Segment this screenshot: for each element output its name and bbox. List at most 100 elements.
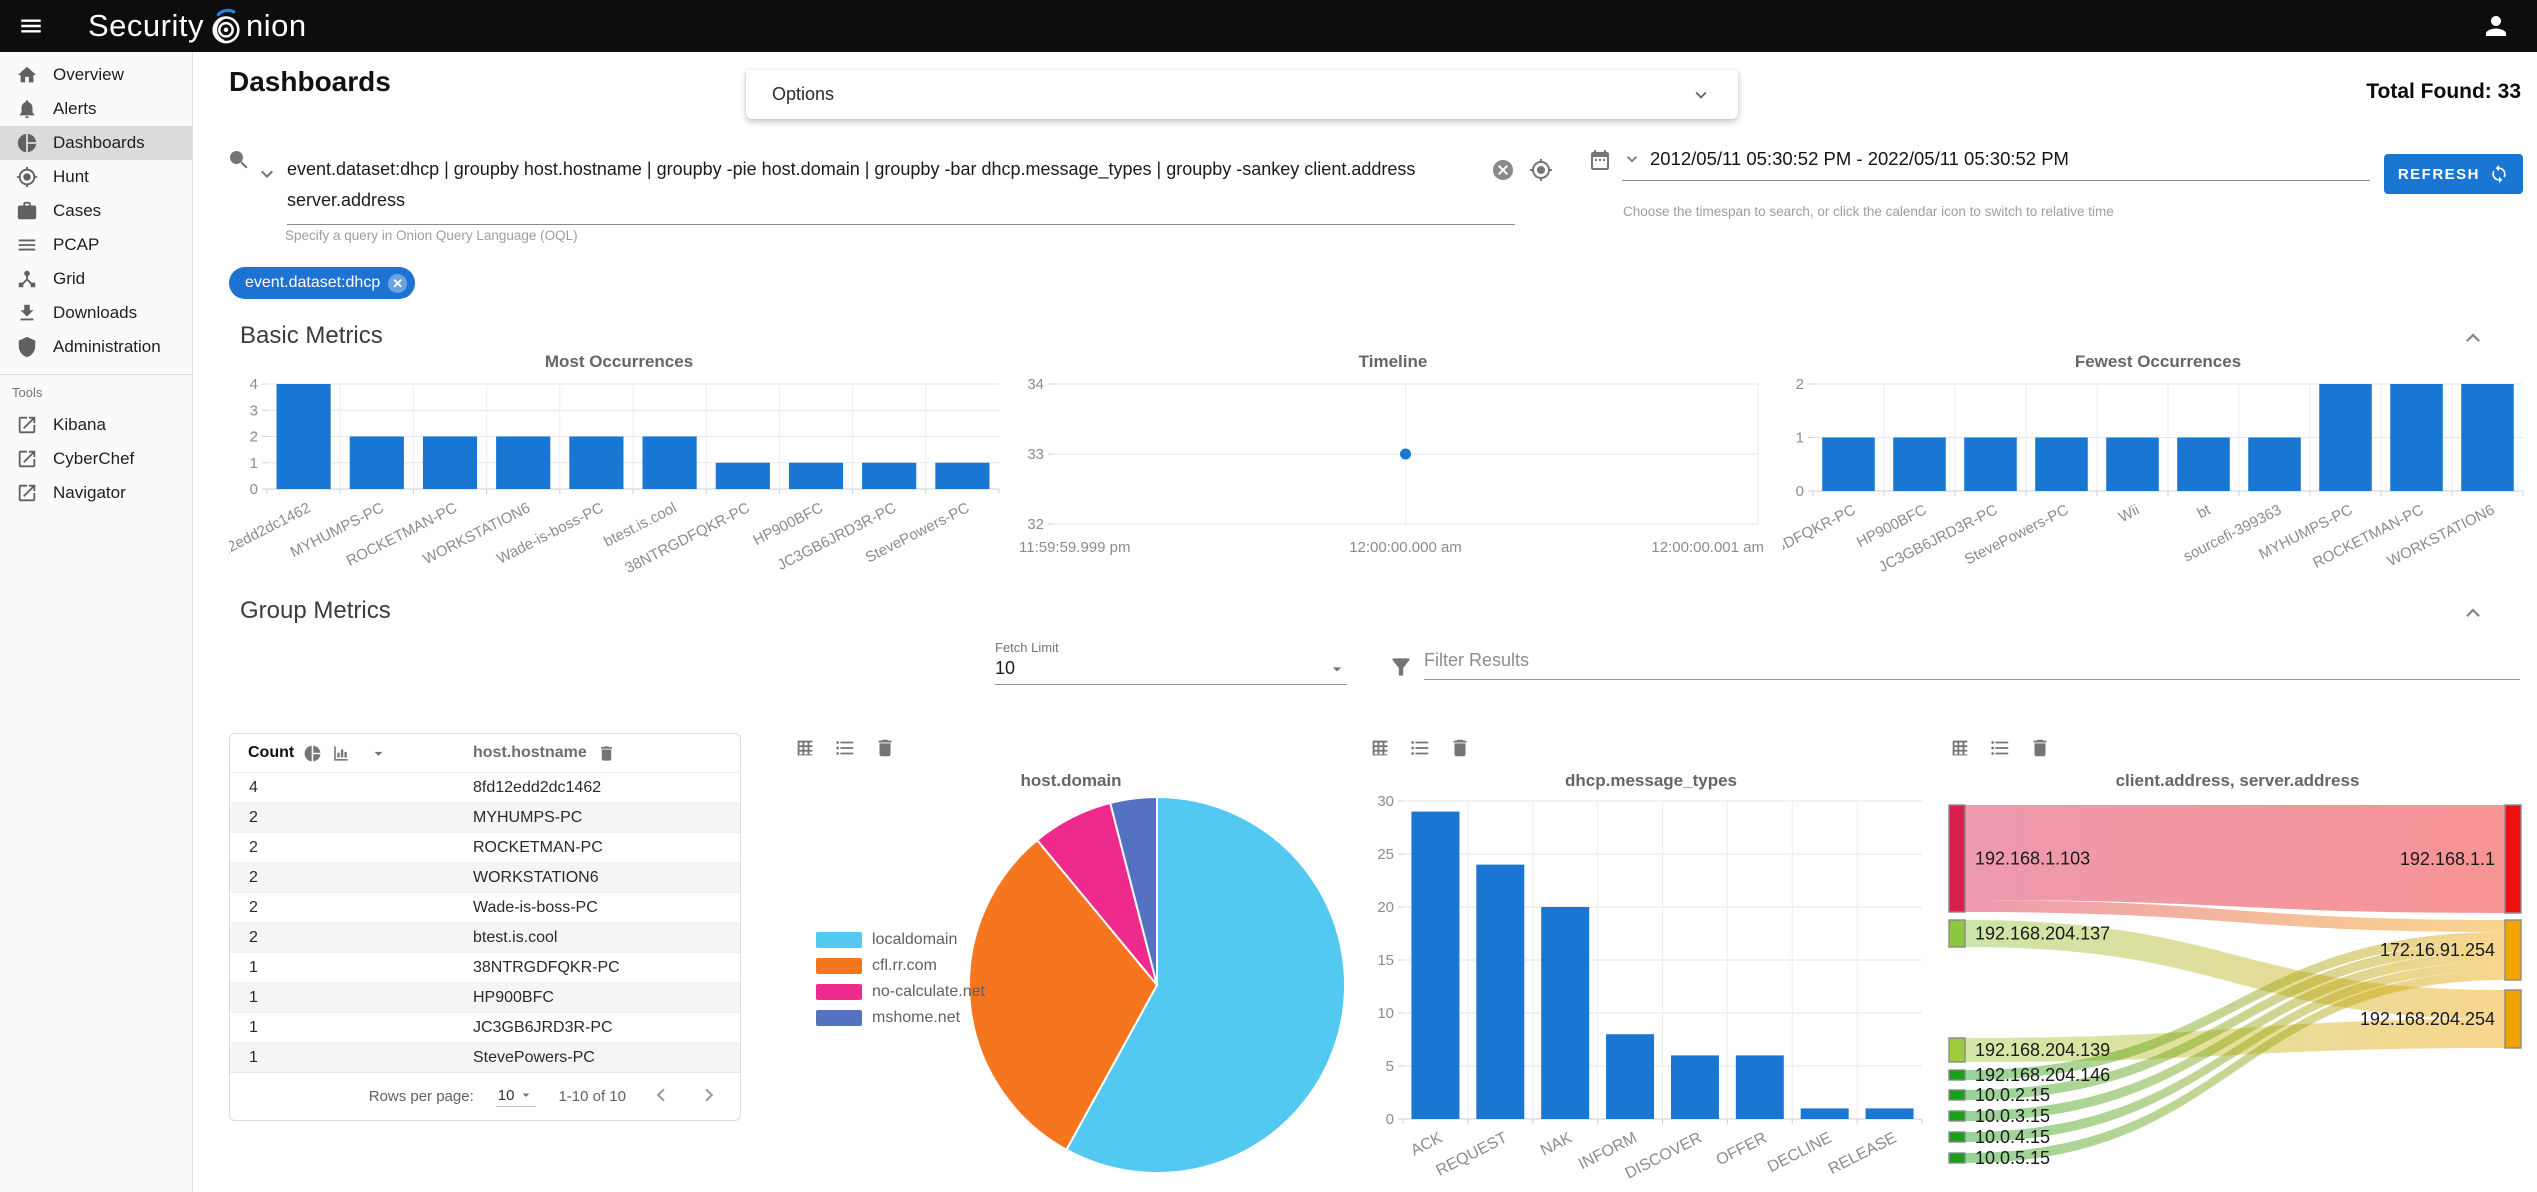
sankey-node-192.168.204.137[interactable] (1948, 919, 1966, 948)
options-dropdown[interactable]: Options (746, 70, 1738, 119)
count-cell[interactable]: 2 (249, 898, 258, 916)
table-row[interactable]: 1 JC3GB6JRD3R-PC (230, 1012, 740, 1042)
sankey-link-10.0.4.15-172.16.91.254[interactable] (1965, 962, 2505, 1142)
count-cell[interactable]: 2 (249, 838, 258, 856)
sankey-node-192.168.204.146[interactable] (1948, 1069, 1966, 1081)
sankey-node-10.0.5.15[interactable] (1948, 1152, 1966, 1164)
pie-slice-localdomain[interactable] (1065, 796, 1346, 1174)
bar-ROCKETMAN-PC[interactable] (2390, 384, 2443, 491)
bar-ROCKETMAN-PC[interactable] (422, 436, 478, 490)
most-occurrences-chart[interactable]: Most Occurrences 0 1 2 3 4 8fd12edd2dc1462 MYH… (199, 352, 1009, 597)
most-occurrences-plot[interactable]: 0 1 2 3 4 8fd12edd2dc1462 MYHUMPS-PC ROCKETMAN-… (199, 374, 1009, 597)
remove-panel-trash-icon[interactable] (2029, 737, 2051, 759)
bar-toggle-icon[interactable] (331, 744, 350, 763)
remove-panel-trash-icon[interactable] (874, 737, 896, 759)
sankey-node-172.16.91.254[interactable] (2504, 919, 2522, 981)
bar-DECLINE[interactable] (1800, 1108, 1849, 1119)
count-cell[interactable]: 4 (249, 778, 258, 796)
count-cell[interactable]: 2 (249, 868, 258, 886)
sankey-node-10.0.4.15[interactable] (1948, 1131, 1966, 1143)
hostname-cell[interactable]: HP900BFC (473, 988, 554, 1006)
table-view-icon[interactable] (794, 737, 816, 759)
sankey-node-10.0.2.15[interactable] (1948, 1089, 1966, 1101)
query-chevron-down-icon[interactable] (255, 162, 279, 186)
host-domain-pie[interactable] (790, 795, 1352, 1187)
sidebar-item-kibana[interactable]: Kibana (0, 408, 192, 442)
bar-btest.is.cool[interactable] (642, 436, 697, 490)
sankey-node-192.168.204.254[interactable] (2504, 989, 2522, 1049)
filter-chip[interactable]: event.dataset:dhcp ✕ (229, 267, 416, 299)
search-icon[interactable] (227, 148, 251, 172)
bar-bt[interactable] (2177, 437, 2230, 492)
sankey-node-192.168.1.1[interactable] (2504, 804, 2522, 914)
sankey-link-10.0.5.15-172.16.91.254[interactable] (1965, 971, 2505, 1163)
fewest-occurrences-plot[interactable]: 0 1 2 38NTRGDFQKR-PC HP900BFC JC3GB6JRD3R-PC S… (1728, 374, 2533, 597)
filter-results-input[interactable] (1424, 648, 2520, 680)
count-cell[interactable]: 2 (249, 928, 258, 946)
sidebar-item-dashboards[interactable]: Dashboards (0, 126, 192, 160)
legend-item[interactable]: cfl.rr.com (816, 955, 985, 977)
table-row[interactable]: 2 MYHUMPS-PC (230, 802, 740, 832)
remove-column-trash-icon[interactable] (597, 744, 616, 763)
user-account-icon[interactable] (2481, 11, 2511, 41)
basic-metrics-collapse-button[interactable] (2459, 324, 2487, 352)
count-cell[interactable]: 1 (249, 958, 258, 976)
query-input-field[interactable]: event.dataset:dhcp | groupby host.hostna… (287, 148, 1515, 225)
list-view-icon[interactable] (1989, 737, 2011, 759)
timespan-chevron-down-icon[interactable] (1622, 149, 1642, 169)
sankey-node-192.168.204.139[interactable] (1948, 1037, 1966, 1063)
bar-OFFER[interactable] (1735, 1055, 1784, 1119)
bar-WORKSTATION6[interactable] (496, 436, 551, 490)
previous-page-button[interactable] (648, 1082, 674, 1112)
hostname-cell[interactable]: ROCKETMAN-PC (473, 838, 603, 856)
sidebar-item-alerts[interactable]: Alerts (0, 92, 192, 126)
table-row[interactable]: 1 StevePowers-PC (230, 1042, 740, 1072)
list-view-icon[interactable] (1409, 737, 1431, 759)
sidebar-item-navigator[interactable]: Navigator (0, 476, 192, 510)
table-row[interactable]: 2 ROCKETMAN-PC (230, 832, 740, 862)
bar-WORKSTATION6[interactable] (2461, 384, 2514, 491)
table-row[interactable]: 1 38NTRGDFQKR-PC (230, 952, 740, 982)
dhcp-message-types-plot[interactable]: 0 5 10 15 20 25 30 ACK REQUEST NAK INFORM DISCOVER O… (1365, 793, 1937, 1192)
table-row[interactable]: 1 HP900BFC (230, 982, 740, 1012)
sankey-link-192.168.1.103-172.16.91.254[interactable] (1965, 900, 2505, 932)
clear-query-icon[interactable] (1491, 158, 1515, 182)
fewest-occurrences-chart[interactable]: Fewest Occurrences 0 1 2 38NTRGDFQKR-PC HP90… (1728, 352, 2533, 597)
bar-INFORM[interactable] (1606, 1034, 1655, 1119)
count-cell[interactable]: 1 (249, 1018, 258, 1036)
table-row[interactable]: 2 btest.is.cool (230, 922, 740, 952)
table-view-icon[interactable] (1949, 737, 1971, 759)
list-view-icon[interactable] (834, 737, 856, 759)
actions-target-icon[interactable] (1529, 158, 1553, 182)
sankey-link-192.168.204.146-172.16.91.254[interactable] (1965, 932, 2505, 1080)
sidebar-item-hunt[interactable]: Hunt (0, 160, 192, 194)
sidebar-item-pcap[interactable]: PCAP (0, 228, 192, 262)
sidebar-item-administration[interactable]: Administration (0, 330, 192, 364)
hostname-cell[interactable]: 38NTRGDFQKR-PC (473, 958, 620, 976)
sankey-node-10.0.3.15[interactable] (1948, 1110, 1966, 1122)
legend-item[interactable]: no-calculate.net (816, 981, 985, 1003)
bar-38NTRGDFQKR-PC[interactable] (1822, 437, 1875, 492)
legend-item[interactable]: localdomain (816, 929, 985, 951)
bar-StevePowers-PC[interactable] (2035, 437, 2088, 492)
sankey-link-192.168.1.103-192.168.1.1[interactable] (1965, 805, 2505, 913)
refresh-button[interactable]: REFRESH (2383, 154, 2523, 194)
fetch-limit-select[interactable]: Fetch Limit 10 (995, 640, 1347, 685)
hostname-cell[interactable]: MYHUMPS-PC (473, 808, 583, 826)
table-row[interactable]: 4 8fd12edd2dc1462 (230, 772, 740, 802)
hostname-cell[interactable]: StevePowers-PC (473, 1048, 595, 1066)
bar-StevePowers-PC[interactable] (935, 462, 990, 489)
bar-JC3GB6JRD3R-PC[interactable] (862, 462, 917, 489)
sankey-link-10.0.2.15-172.16.91.254[interactable] (1965, 942, 2505, 1100)
rows-per-page-select[interactable]: 10 (495, 1087, 537, 1107)
hostname-cell[interactable]: JC3GB6JRD3R-PC (473, 1018, 613, 1036)
hostname-cell[interactable]: Wade-is-boss-PC (473, 898, 598, 916)
sort-caret-icon[interactable] (369, 744, 388, 763)
legend-item[interactable]: mshome.net (816, 1007, 985, 1029)
bar-Wii[interactable] (2106, 437, 2159, 492)
bar-Wade-is-boss-PC[interactable] (569, 436, 624, 490)
bar-DISCOVER[interactable] (1670, 1055, 1719, 1119)
timeline-plot[interactable]: 32 33 34 11:59:59.999 pm 12:00:00.000 am 12:0… (1013, 374, 1773, 579)
client-server-sankey[interactable]: 192.168.1.103 192.168.204.137 192.168.204.… (1945, 795, 2530, 1192)
hostname-cell[interactable]: WORKSTATION6 (473, 868, 599, 886)
